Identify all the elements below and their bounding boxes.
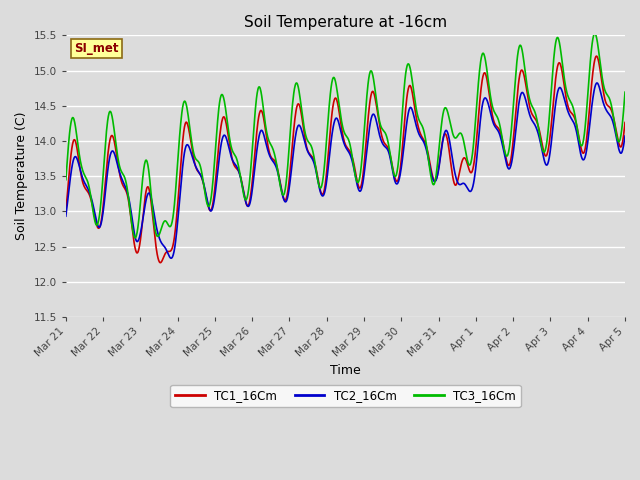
Line: TC2_16Cm: TC2_16Cm bbox=[66, 83, 625, 258]
TC3_16Cm bbox=[128, 222, 136, 228]
TC2_16Cm bbox=[311, 164, 319, 169]
TC1_16Cm bbox=[381, 140, 388, 146]
TC2_16Cm bbox=[593, 80, 601, 86]
TC3_16Cm bbox=[131, 235, 139, 241]
TC2_16Cm bbox=[167, 255, 175, 261]
Title: Soil Temperature at -16cm: Soil Temperature at -16cm bbox=[244, 15, 447, 30]
TC1_16Cm bbox=[321, 182, 329, 188]
TC2_16Cm bbox=[128, 214, 136, 220]
TC3_16Cm bbox=[105, 110, 113, 116]
TC1_16Cm bbox=[156, 260, 164, 265]
TC2_16Cm bbox=[621, 133, 629, 139]
TC1_16Cm bbox=[300, 125, 307, 131]
TC3_16Cm bbox=[62, 177, 70, 182]
TC3_16Cm bbox=[300, 120, 307, 126]
TC1_16Cm bbox=[105, 142, 113, 147]
TC3_16Cm bbox=[591, 31, 598, 36]
Line: TC3_16Cm: TC3_16Cm bbox=[66, 34, 625, 238]
TC2_16Cm bbox=[321, 188, 329, 193]
TC1_16Cm bbox=[621, 120, 629, 125]
TC3_16Cm bbox=[381, 129, 388, 134]
TC1_16Cm bbox=[62, 208, 70, 214]
TC2_16Cm bbox=[300, 134, 307, 140]
TC2_16Cm bbox=[105, 158, 113, 164]
Legend: TC1_16Cm, TC2_16Cm, TC3_16Cm: TC1_16Cm, TC2_16Cm, TC3_16Cm bbox=[170, 385, 520, 407]
TC1_16Cm bbox=[311, 161, 319, 167]
TC3_16Cm bbox=[621, 89, 629, 95]
Line: TC1_16Cm: TC1_16Cm bbox=[66, 56, 625, 263]
TC3_16Cm bbox=[321, 156, 329, 161]
TC1_16Cm bbox=[128, 223, 136, 229]
X-axis label: Time: Time bbox=[330, 364, 361, 377]
TC3_16Cm bbox=[311, 160, 319, 166]
Text: SI_met: SI_met bbox=[74, 42, 119, 55]
TC2_16Cm bbox=[381, 143, 388, 149]
Y-axis label: Soil Temperature (C): Soil Temperature (C) bbox=[15, 112, 28, 240]
TC1_16Cm bbox=[593, 53, 600, 59]
TC2_16Cm bbox=[62, 213, 70, 219]
